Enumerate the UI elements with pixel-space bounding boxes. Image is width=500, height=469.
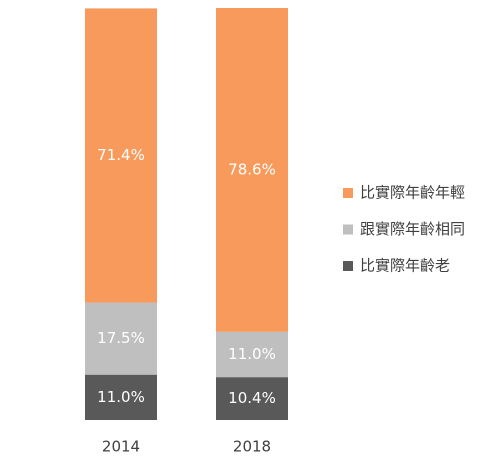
data-label: 11.0% (228, 345, 276, 363)
data-label: 11.0% (97, 388, 145, 406)
data-label: 17.5% (97, 329, 145, 347)
bar-segment (216, 8, 288, 332)
bar-segment (216, 331, 288, 378)
legend-swatch (343, 188, 353, 198)
data-label: 10.4% (228, 389, 276, 407)
legend-label: 比實際年齡老 (360, 257, 450, 275)
legend-label: 跟實際年齡相同 (360, 220, 465, 238)
legend-swatch (343, 224, 353, 235)
bar-segment (85, 302, 157, 375)
x-tick-label: 2014 (102, 438, 140, 456)
bar-segment (85, 374, 157, 420)
bar-segment (85, 8, 157, 303)
data-label: 71.4% (97, 146, 145, 164)
data-label: 78.6% (228, 160, 276, 178)
x-tick-label: 2018 (233, 438, 271, 456)
legend-swatch (343, 261, 353, 271)
bar-segment (216, 377, 288, 420)
legend-label: 比實際年齡年輕 (360, 184, 465, 202)
